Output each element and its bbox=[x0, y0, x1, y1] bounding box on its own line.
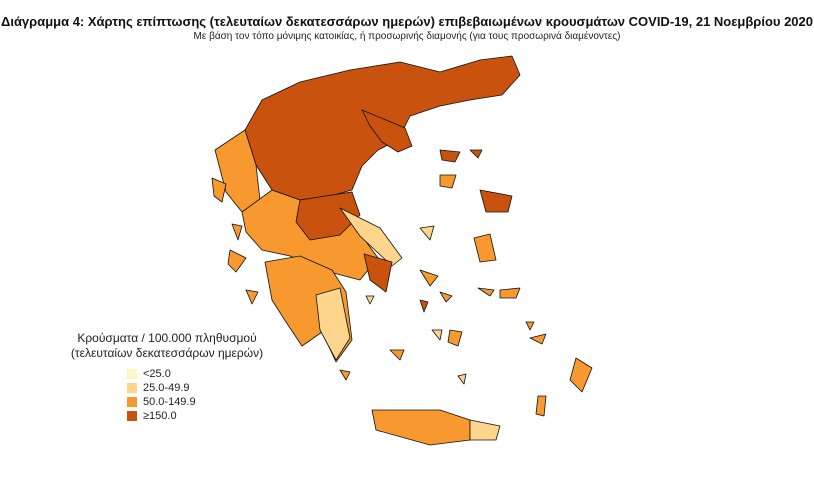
region-crete bbox=[371, 409, 471, 446]
island-karpathos bbox=[535, 395, 547, 417]
island-skyros bbox=[419, 225, 435, 241]
island-chios bbox=[473, 233, 497, 263]
region-attica bbox=[363, 253, 393, 293]
legend-title-line1: Κρούσματα / 100.000 πληθυσμού bbox=[77, 331, 257, 345]
island-aegina bbox=[365, 295, 375, 305]
island-corfu bbox=[211, 177, 227, 203]
island-naxos bbox=[447, 329, 463, 347]
legend-label: 25.0-49.9 bbox=[143, 382, 190, 394]
island-andros bbox=[419, 269, 439, 287]
island-samos bbox=[499, 287, 521, 299]
figure-title: Διάγραμμα 4: Χάρτης επίπτωσης (τελευταίω… bbox=[0, 14, 813, 29]
figure-subtitle: Με βάση τον τόπο μόνιμης κατοικίας, ή πρ… bbox=[193, 31, 621, 42]
legend-swatch bbox=[127, 411, 137, 421]
region-evia bbox=[339, 207, 403, 267]
region-thessaly-east bbox=[295, 191, 361, 241]
legend-item: 50.0-149.9 bbox=[127, 395, 282, 409]
legend-swatch bbox=[127, 397, 137, 407]
island-tinos bbox=[439, 291, 453, 303]
legend-label: 50.0-149.9 bbox=[143, 396, 196, 408]
legend-item: ≥150.0 bbox=[127, 409, 282, 423]
island-kythira bbox=[339, 369, 351, 381]
island-kefalonia bbox=[227, 249, 247, 273]
island-syros bbox=[419, 299, 429, 313]
legend-swatch bbox=[127, 369, 137, 379]
island-kos bbox=[529, 333, 547, 345]
legend-label: <25.0 bbox=[143, 368, 171, 380]
region-peloponnese-east bbox=[315, 287, 351, 361]
island-zakynthos bbox=[245, 289, 259, 305]
region-chalkidiki bbox=[361, 109, 413, 153]
legend-title-line2: (τελευταίων δεκατεσσάρων ημερών) bbox=[70, 346, 264, 360]
legend-item: 25.0-49.9 bbox=[127, 381, 282, 395]
region-crete-east bbox=[469, 419, 501, 441]
island-lefkada bbox=[231, 223, 243, 241]
legend-swatch bbox=[127, 383, 137, 393]
legend-item: <25.0 bbox=[127, 367, 282, 381]
legend-label: ≥150.0 bbox=[143, 410, 177, 422]
island-rhodes bbox=[569, 357, 593, 393]
island-samothrace bbox=[469, 149, 483, 159]
legend: Κρούσματα / 100.000 πληθυσμού (τελευταίω… bbox=[52, 331, 282, 423]
island-santorini bbox=[457, 373, 467, 385]
island-lesbos bbox=[479, 189, 513, 213]
island-ikaria bbox=[477, 287, 495, 297]
island-thasos bbox=[439, 149, 461, 163]
island-lemnos bbox=[439, 174, 457, 189]
island-paros bbox=[431, 329, 443, 341]
island-kalymnos bbox=[525, 321, 535, 331]
island-milos bbox=[389, 349, 405, 361]
